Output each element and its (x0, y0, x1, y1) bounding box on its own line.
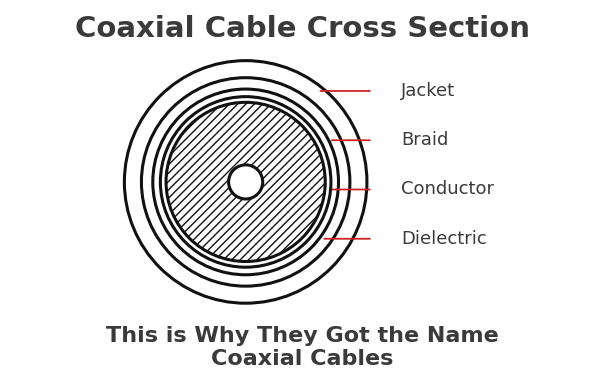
Circle shape (125, 61, 367, 303)
Text: This is Why They Got the Name
Coaxial Cables: This is Why They Got the Name Coaxial Ca… (106, 326, 499, 369)
Text: Jacket: Jacket (401, 82, 455, 100)
Circle shape (142, 78, 350, 286)
Text: Conductor: Conductor (401, 180, 494, 199)
Text: Dielectric: Dielectric (401, 230, 487, 248)
Circle shape (229, 165, 263, 199)
Circle shape (153, 89, 339, 275)
Text: Braid: Braid (401, 131, 448, 149)
Circle shape (160, 97, 331, 267)
Text: Coaxial Cable Cross Section: Coaxial Cable Cross Section (75, 15, 530, 43)
Circle shape (166, 102, 325, 262)
